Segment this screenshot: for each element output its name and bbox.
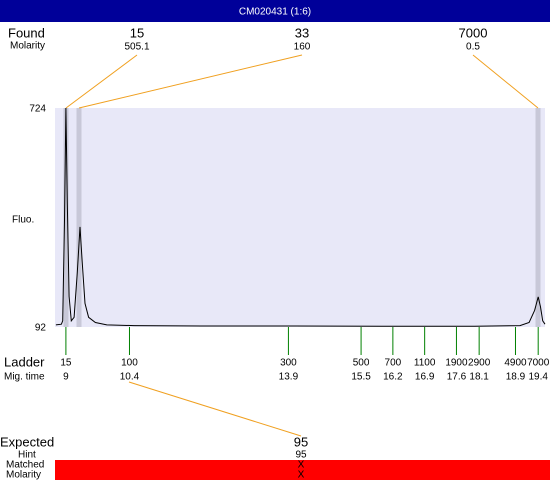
found-size: 7000 (459, 25, 488, 40)
molarity-label: Molarity (6, 470, 41, 480)
header-bar (0, 0, 550, 22)
matched-value: X (298, 460, 305, 471)
header-title: CM020431 (1:6) (239, 7, 311, 18)
expected-label: Expected (0, 434, 54, 449)
molarity-value: X (298, 470, 305, 480)
ladder-size: 1900 (445, 358, 468, 369)
ladder-time: 19.4 (528, 372, 548, 383)
ladder-size: 100 (121, 358, 138, 369)
expected-value: 95 (294, 434, 308, 449)
ladder-time: 16.2 (383, 372, 403, 383)
found-molarity: 160 (294, 42, 311, 53)
peak-marker (535, 108, 541, 327)
ladder-size: 4900 (504, 358, 527, 369)
peak-marker (63, 108, 69, 327)
ladder-time: 10.4 (120, 372, 140, 383)
found-size: 33 (295, 25, 309, 40)
found-label: Found (8, 25, 45, 40)
ladder-time: 13.9 (279, 372, 299, 383)
ladder-time: 18.1 (469, 372, 489, 383)
ladder-time: 16.9 (415, 372, 435, 383)
ladder-time: 15.5 (351, 372, 371, 383)
peak-link (65, 54, 138, 109)
ladder-size: 300 (280, 358, 297, 369)
ladder-time: 9 (63, 372, 69, 383)
expected-link (128, 381, 302, 437)
y-tick-label: 724 (29, 104, 46, 115)
hint-value: 95 (295, 450, 307, 461)
matched-label: Matched (6, 460, 44, 471)
ladder-size: 7000 (527, 358, 550, 369)
found-molarity: 505.1 (124, 42, 149, 53)
ladder-size: 1100 (414, 358, 436, 369)
found-sub-label: Molarity (10, 41, 45, 52)
ladder-size: 2900 (468, 358, 491, 369)
ladder-time: 17.6 (447, 372, 467, 383)
y-axis-label: Fluo. (12, 215, 34, 226)
ladder-time-label: Mig. time (4, 372, 45, 383)
hint-label: Hint (18, 450, 36, 461)
ladder-size: 15 (60, 358, 72, 369)
found-size: 15 (130, 25, 144, 40)
y-tick-label: 92 (35, 323, 47, 334)
trace (55, 107, 546, 327)
peak-link (78, 54, 303, 109)
found-molarity: 0.5 (466, 42, 480, 53)
match-bar (55, 460, 550, 480)
ladder-size: 500 (353, 358, 370, 369)
peak-marker (76, 108, 82, 327)
peak-link (472, 54, 539, 109)
plot-area (55, 108, 545, 327)
ladder-size: 700 (385, 358, 402, 369)
ladder-time: 18.9 (506, 372, 526, 383)
ladder-label: Ladder (4, 354, 45, 369)
